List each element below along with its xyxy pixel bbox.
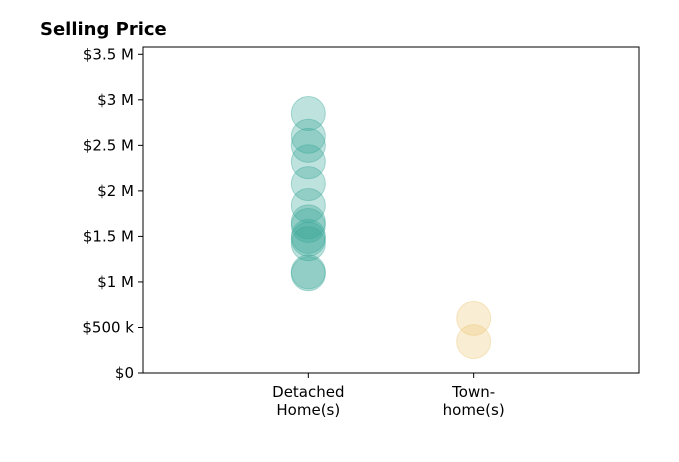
data-point: [290, 254, 326, 290]
data-point: [290, 118, 326, 154]
data-point: [290, 207, 326, 243]
plot-frame: [142, 46, 640, 374]
x-axis: Detached Home(s) Town-home(s): [272, 373, 505, 419]
data-point: [290, 256, 326, 292]
data-point: [456, 300, 492, 336]
y-tick-label: $2.5 M: [83, 136, 134, 154]
data-point: [290, 127, 326, 163]
x-tick-label-line: Detached: [272, 383, 344, 401]
y-tick-label: $3.5 M: [83, 45, 134, 63]
x-tick-label-line: home(s): [443, 401, 505, 419]
x-tick-label: Detached Home(s): [272, 383, 344, 419]
data-points: [290, 95, 492, 360]
y-axis: $0 $500 k $1 M $1.5 M $2 M $2.5 M $3 M $3.5 M: [82, 45, 143, 382]
data-point: [290, 218, 326, 254]
data-point: [290, 144, 326, 180]
y-tick-label: $0: [115, 364, 134, 382]
x-tick-label-line: Town-: [451, 383, 495, 401]
x-tick-label-line: Home(s): [276, 401, 340, 419]
y-tick-label: $500 k: [82, 318, 134, 336]
data-point: [290, 226, 326, 262]
data-point: [290, 187, 326, 223]
y-tick-label: $1.5 M: [83, 227, 134, 245]
x-tick-label: Town-home(s): [443, 383, 505, 419]
data-point: [290, 204, 326, 240]
data-point: [456, 324, 492, 360]
y-tick-label: $1 M: [97, 273, 134, 291]
data-point: [290, 95, 326, 131]
data-point: [290, 166, 326, 202]
y-tick-label: $3 M: [97, 91, 134, 109]
y-tick-label: $2 M: [97, 182, 134, 200]
data-point: [290, 221, 326, 257]
chart-title: Selling Price: [40, 19, 167, 40]
